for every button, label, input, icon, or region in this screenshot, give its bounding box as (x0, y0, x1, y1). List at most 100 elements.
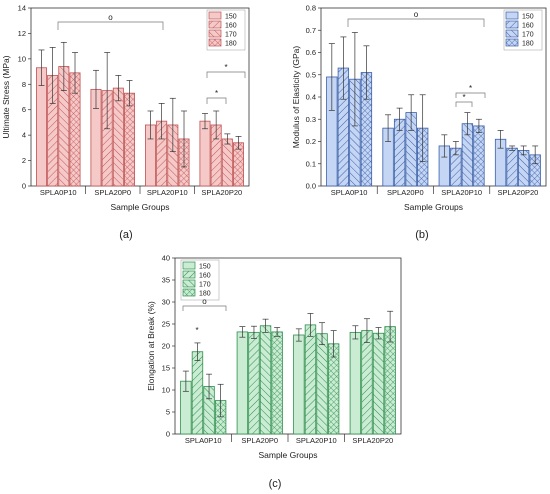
panel-label-c: (c) (269, 478, 282, 490)
x-tick-label: SPLA20P10 (441, 188, 482, 197)
legend-label: 180 (522, 41, 534, 48)
y-tick-label: 5 (166, 408, 170, 417)
y-axis-label: Modulus of Elasticity (GPa) (291, 46, 301, 149)
y-tick-label: 0 (22, 182, 26, 191)
significance-bracket (182, 305, 227, 311)
y-tick-label: 4 (22, 131, 26, 140)
x-tick-label: SPLA20P20 (497, 188, 538, 197)
legend-label: 160 (225, 23, 237, 30)
legend-label: 170 (522, 32, 534, 39)
y-tick-label: 8 (22, 80, 26, 89)
y-tick-label: 14 (18, 4, 26, 13)
significance-bracket-symbol: * (469, 84, 472, 93)
significance-bracket (347, 18, 485, 27)
y-tick-label: 0.7 (306, 26, 316, 35)
chart-panel-b: 0.0 0.1 0.2 0.3 0.4 0.5 0.6 0.7 0.8 SPLA0P10 SPLA2… (291, 4, 547, 212)
legend-swatch (208, 38, 222, 47)
x-axis-label: Sample Groups (258, 450, 317, 460)
x-tick-label: SPLA20P20 (352, 436, 393, 445)
significance-bracket (206, 71, 246, 78)
y-tick-label: 20 (162, 342, 170, 351)
legend-label: 150 (522, 14, 534, 21)
y-tick-label: 10 (162, 386, 170, 395)
bar (191, 351, 204, 435)
bar (372, 332, 385, 435)
legend-label: 180 (225, 41, 237, 48)
significance-bracket-symbol: * (462, 93, 465, 102)
x-tick-label: SPLA0P10 (40, 188, 77, 197)
bar (124, 92, 135, 187)
x-axis-label: Sample Groups (404, 202, 463, 212)
legend-swatch (208, 29, 222, 38)
bar (199, 120, 211, 187)
y-tick-label: 0 (166, 430, 170, 439)
legend-label: 180 (199, 291, 211, 298)
chart-panel-c: 0 5 10 15 20 25 30 35 40 SPLA0P10 SPLA20P0 SPLA20P1… (146, 254, 402, 460)
y-tick-label: 0.5 (306, 70, 316, 79)
y-tick-label: 40 (162, 254, 170, 263)
y-tick-label: 12 (18, 29, 26, 38)
significance-bracket (455, 92, 486, 98)
legend-swatch (182, 288, 196, 297)
significance-bracket (57, 21, 164, 30)
panel-label-b: (b) (415, 229, 428, 241)
chart-panel-a: 0 2 4 6 8 10 12 14 SPLA0P10 SPLA20P0 SPLA20P10 SPLA… (1, 4, 250, 212)
y-tick-label: 6 (22, 105, 26, 114)
bar (473, 125, 485, 187)
legend-label: 170 (199, 282, 211, 289)
x-tick-label: SPLA20P20 (201, 188, 242, 197)
bar (221, 138, 233, 187)
bar (506, 147, 518, 187)
x-tick-label: SPLA20P0 (94, 188, 131, 197)
y-tick-label: 0.1 (306, 159, 316, 168)
legend-swatch (505, 20, 519, 29)
x-tick-label: SPLA0P10 (185, 436, 222, 445)
bar (248, 331, 260, 435)
bar (384, 326, 396, 435)
legend-swatch (208, 11, 222, 20)
legend-swatch (182, 279, 196, 288)
y-tick-label: 0.8 (306, 4, 316, 13)
y-tick-label: 0.6 (306, 48, 316, 57)
significance-bracket (455, 101, 473, 107)
significance-bracket (206, 97, 227, 104)
y-tick-label: 0.4 (306, 93, 316, 102)
legend-label: 170 (225, 32, 237, 39)
legend-label: 160 (522, 23, 534, 30)
bar (349, 331, 362, 435)
legend-swatch (182, 261, 196, 270)
x-tick-label: SPLA20P0 (387, 188, 424, 197)
legend-swatch (505, 11, 519, 20)
x-tick-label: SPLA20P10 (296, 436, 337, 445)
bar (517, 149, 530, 187)
legend-swatch (182, 270, 196, 279)
legend-label: 150 (199, 264, 211, 271)
legend-swatch (208, 20, 222, 29)
y-tick-label: 0.3 (306, 115, 316, 124)
x-tick-label: SPLA20P0 (241, 436, 278, 445)
significance-bracket-symbol: o (108, 13, 113, 22)
panel-label-a: (a) (119, 229, 132, 241)
y-tick-label: 0.2 (306, 137, 316, 146)
bar (112, 87, 124, 187)
y-axis-label: Ultimate Stress (MPa) (1, 55, 11, 138)
y-tick-label: 30 (162, 298, 170, 307)
x-axis-label: Sample Groups (110, 202, 169, 212)
legend-swatch (505, 38, 519, 47)
y-tick-label: 35 (162, 276, 170, 285)
bar (271, 331, 283, 435)
bar (316, 333, 328, 435)
x-tick-label: SPLA0P10 (331, 188, 368, 197)
significance-bracket-symbol: o (414, 10, 419, 19)
y-tick-label: 10 (18, 54, 26, 63)
bar (293, 334, 305, 435)
bar (304, 324, 317, 435)
y-tick-label: 0.0 (306, 182, 316, 191)
significance-bracket-symbol: * (215, 89, 218, 98)
y-tick-label: 15 (162, 364, 170, 373)
significance-bracket-symbol: o (202, 297, 207, 306)
significance-symbol: * (195, 326, 198, 335)
y-tick-label: 2 (22, 156, 26, 165)
bar (236, 331, 249, 435)
